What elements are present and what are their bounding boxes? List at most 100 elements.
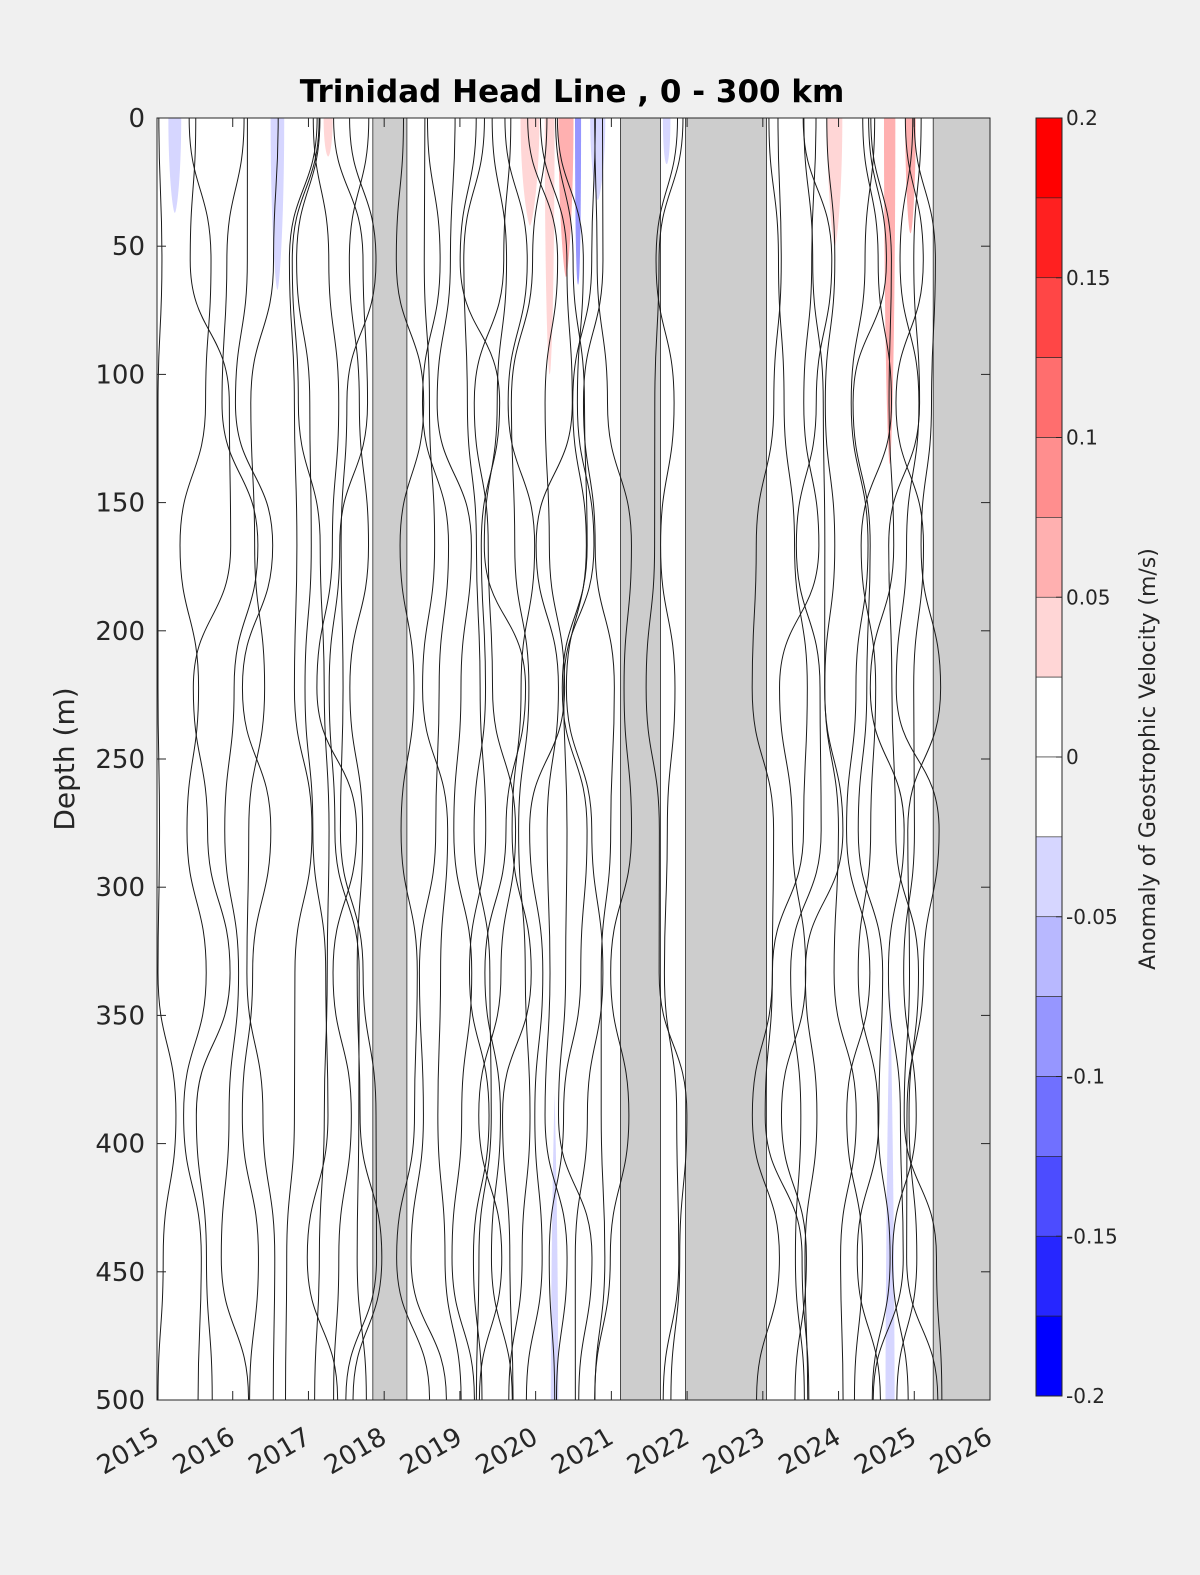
missing-data-band [620,117,661,1401]
missing-data-band [685,117,768,1401]
zero-contour-line [473,117,517,1401]
zero-contour-line [582,117,615,1401]
x-tick-label: 2017 [244,1422,316,1481]
colorbar-segment [1035,596,1063,678]
x-tick-label: 2018 [319,1422,391,1481]
plot-background [157,118,990,1400]
colorbar: 0.2 0.15 0.1 0.05 0 -0.05 -0.1 -0.15 -0.2 [1035,106,1118,1408]
colorbar-tick-label: 0.2 [1066,106,1098,130]
zero-contour-line [220,117,259,1401]
colorbar-segment [1035,357,1063,438]
zero-contour-line [751,117,782,1401]
zero-contour-line [857,117,893,1401]
zero-contour-line [395,117,431,1401]
x-tick-label: 2019 [395,1422,467,1481]
x-tick-label: 2015 [92,1422,164,1481]
zero-contour-line [655,117,680,1401]
y-axis: 0 50 100 150 200 250 300 350 400 450 500 [95,104,990,1416]
y-tick-label: 200 [95,617,145,647]
missing-data-band [932,117,991,1401]
colorbar-segment [1035,1156,1063,1237]
colorbar-segment [1035,437,1063,518]
y-tick-label: 400 [95,1130,145,1160]
zero-contour-line [339,117,378,1401]
colorbar-segment [1035,277,1063,358]
zero-contour-line [548,117,588,1401]
zero-contour-line [234,117,274,1401]
colorbar-segment [1035,1235,1063,1317]
zero-contour-line [535,117,573,1401]
zero-contour-line [895,117,940,1401]
x-tick-label: 2020 [471,1422,543,1481]
colorbar-tick-label: -0.1 [1066,1065,1105,1089]
zero-contour-line [179,117,212,1401]
x-tick-label: 2026 [925,1422,997,1481]
zero-contour-line [803,117,844,1401]
colorbar-segment [1035,836,1063,918]
x-tick-label: 2023 [698,1422,770,1481]
zero-contour-line [508,117,548,1401]
colorbar-tick-label: -0.2 [1066,1384,1105,1408]
colorbar-tick-label: 0 [1066,745,1079,769]
zero-contour-line [422,117,462,1401]
colorbar-segment [1035,916,1063,997]
colorbar-tick-label: 0.05 [1066,585,1111,609]
zero-contour-line [291,117,330,1401]
zero-contour-line [565,117,604,1401]
colorbar-segment [1035,197,1063,279]
colorbar-segment [1035,517,1063,598]
x-tick-label: 2024 [774,1422,846,1481]
anomaly-patch [883,118,896,465]
y-tick-label: 150 [95,489,145,519]
zero-contour-line [296,117,339,1401]
zero-contour-line [312,117,358,1401]
zero-contour-line [502,117,536,1401]
x-tick-label: 2022 [622,1422,694,1481]
zero-contour-line [892,117,925,1401]
colorbar-tick-label: -0.05 [1066,905,1118,929]
zero-contour-line [463,117,490,1401]
zero-contour-line [328,117,369,1401]
colorbar-tick-label: 0.15 [1066,266,1111,290]
zero-contour-line [157,117,177,1401]
zero-contour-line [436,117,475,1401]
zero-contour-line [594,117,633,1401]
zero-contour-line [824,117,857,1401]
y-tick-label: 100 [95,360,145,390]
x-tick-label: 2016 [168,1422,240,1481]
zero-contour-line [645,117,688,1401]
zero-contour-line [869,117,905,1401]
zero-contour-line [903,117,943,1401]
y-tick-label: 300 [95,873,145,903]
zero-contour-line [846,117,876,1401]
zero-contour-line [888,117,922,1401]
y-tick-label: 50 [112,232,145,262]
zero-contour-line [348,117,383,1401]
zero-contour-line [410,117,450,1401]
anomaly-patch [323,118,333,157]
y-axis-label: Depth (m) [48,687,81,830]
zero-contour-line [790,117,833,1401]
anomaly-patch [520,118,540,226]
anomaly-patch [575,118,582,285]
x-tick-label: 2025 [849,1422,921,1481]
y-tick-label: 250 [95,745,145,775]
anomaly-patch [168,118,182,213]
y-tick-label: 500 [95,1386,145,1416]
anomaly-patch [544,118,555,375]
zero-contour-line [246,117,279,1401]
zero-contour-line [852,117,887,1401]
zero-contour-line [459,117,501,1401]
colorbar-segment [1035,1076,1063,1157]
zero-contour-line [189,117,232,1401]
anomaly-patch [550,1092,559,1400]
chart-title: Trinidad Head Line , 0 - 300 km [300,74,845,110]
colorbar-segment [1035,117,1063,199]
y-tick-label: 0 [128,104,145,134]
anomaly-patch [827,118,843,247]
colorbar-tick-label: -0.15 [1066,1224,1118,1248]
zero-contour-line [779,117,820,1401]
y-tick-label: 350 [95,1001,145,1031]
x-tick-label: 2021 [547,1422,619,1481]
